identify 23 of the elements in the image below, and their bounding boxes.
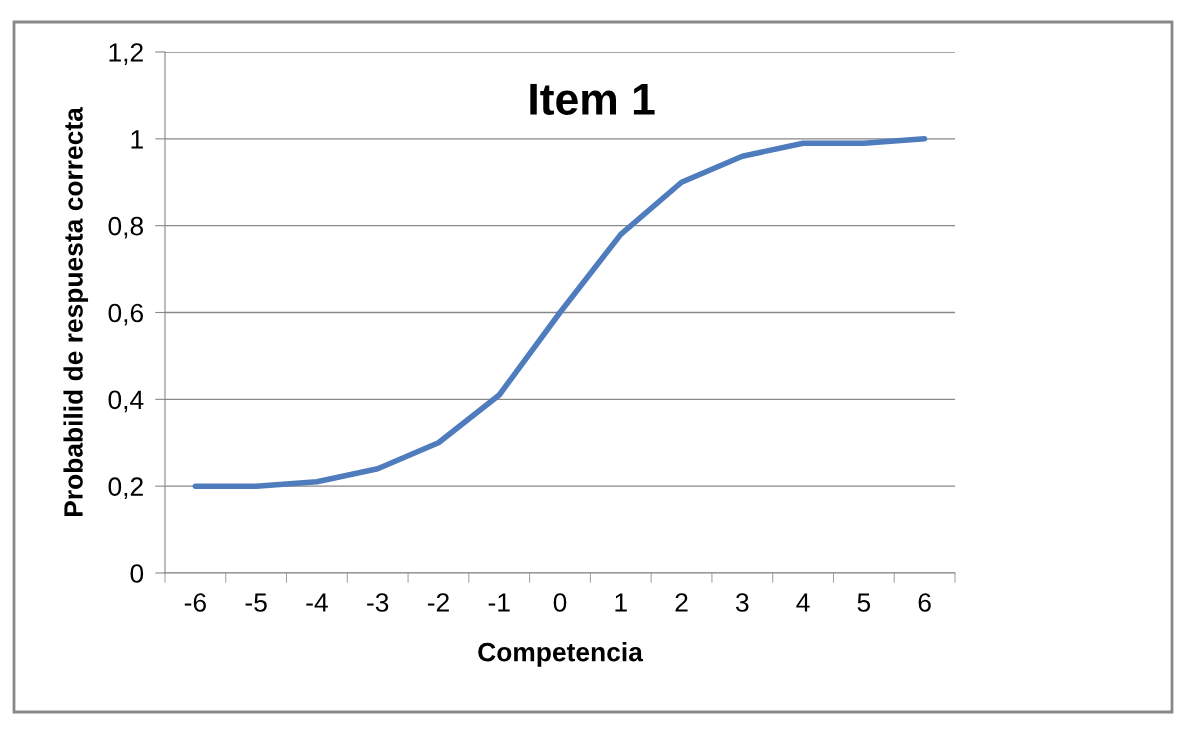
x-tick-label: -6 [184,593,206,612]
x-tick-label: 3 [735,593,749,612]
text: Item 1 [530,83,655,115]
x-tick-label: 5 [857,593,871,612]
x-tick-label: 4 [796,593,810,612]
y-tick-label: 1 [131,130,143,149]
y-tick-label: 1,2 [109,43,143,65]
y-tick-label: 0,6 [108,303,144,326]
x-axis-title: Competencia [478,642,644,667]
y-tick-label: 0,2 [108,477,143,500]
x-tick-label: -5 [245,593,267,612]
y-axis-title: Probabilid de respuesta correcta [63,107,89,517]
x-tick-label: -1 [488,593,510,612]
x-tick-label: 0 [553,593,567,612]
x-tick-label: -4 [306,593,328,612]
x-tick-label: -2 [427,593,449,612]
x-tick-label: 2 [675,593,688,612]
x-tick-label: 6 [918,593,931,612]
y-tick-label: 0 [130,564,144,583]
y-tick-label: 0,8 [108,216,144,239]
x-tick-label: -3 [367,593,389,612]
x-tick-label: 1 [615,593,627,612]
y-tick-label: 0,4 [108,390,144,413]
